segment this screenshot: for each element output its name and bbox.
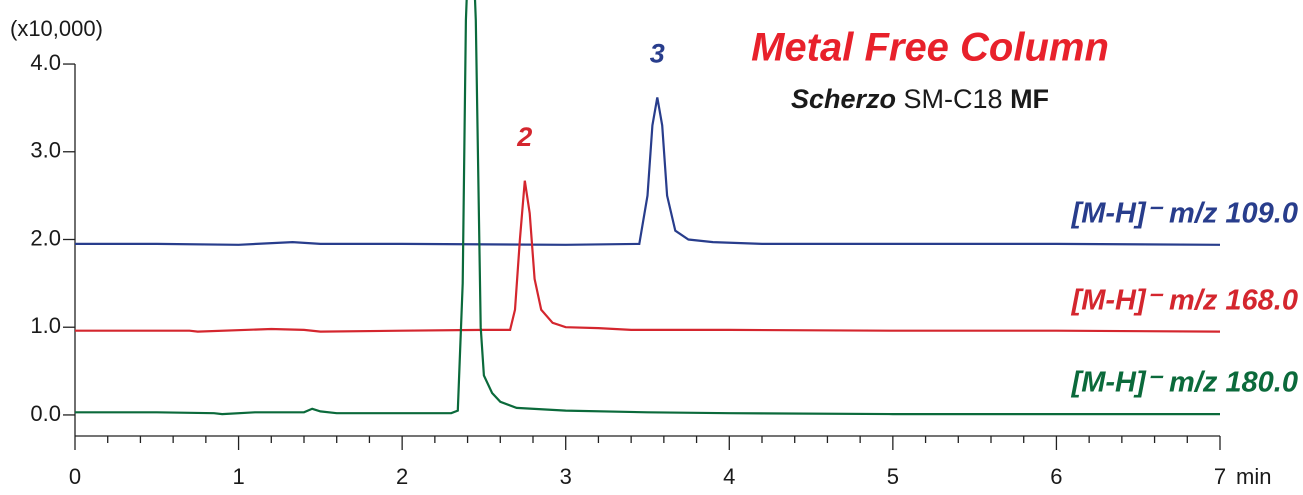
chart-title: Metal Free Column (751, 26, 1109, 70)
subtitle-part: Scherzo (791, 84, 896, 114)
peak-label: 3 (650, 39, 665, 69)
x-tick-label: 3 (560, 464, 572, 489)
series-line (75, 180, 1221, 333)
peak-label: 2 (516, 122, 532, 152)
series-line (75, 97, 1221, 246)
y-tick-label: 4.0 (30, 50, 61, 75)
x-tick-label: 6 (1050, 464, 1062, 489)
y-tick-label: 2.0 (30, 225, 61, 250)
subtitle-part: SM-C18 (904, 84, 1003, 114)
series-line (75, 0, 1220, 416)
x-axis-label: min (1236, 464, 1271, 489)
legend-label: [M-H]⁻ m/z 180.0 (1071, 367, 1298, 399)
chart-subtitle: Scherzo SM-C18 MF (791, 84, 1049, 114)
legend-label: [M-H]⁻ m/z 168.0 (1071, 284, 1298, 316)
y-tick-label: 1.0 (30, 313, 61, 338)
y-tick-label: 3.0 (30, 138, 61, 163)
legend-label: [M-H]⁻ m/z 109.0 (1071, 197, 1298, 229)
x-tick-label: 5 (887, 464, 899, 489)
x-tick-label: 2 (396, 464, 408, 489)
x-tick-label: 7 (1214, 464, 1226, 489)
x-tick-label: 1 (232, 464, 244, 489)
subtitle-part: MF (1010, 84, 1049, 114)
y-tick-label: 0.0 (30, 401, 61, 426)
x-tick-label: 4 (723, 464, 735, 489)
plot-area (75, 0, 1221, 416)
x-tick-label: 0 (69, 464, 81, 489)
y-axis-label: (x10,000) (10, 16, 103, 41)
